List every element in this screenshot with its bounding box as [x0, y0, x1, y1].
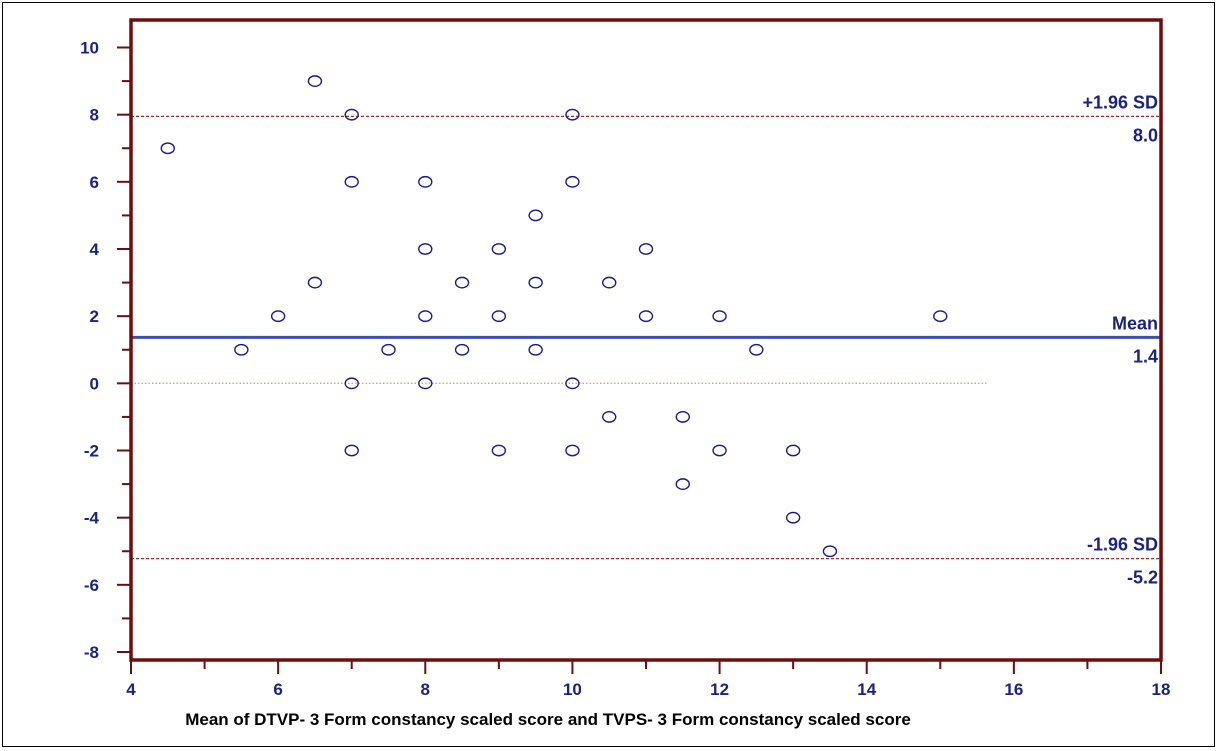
- data-point: [160, 142, 175, 155]
- data-point: [749, 343, 764, 356]
- axes-group: [117, 18, 1163, 674]
- data-point: [491, 444, 507, 457]
- data-point: [270, 310, 286, 323]
- data-point: [307, 276, 323, 289]
- upper-loa-name-label: +1.96 SD: [1082, 92, 1158, 112]
- data-point: [344, 108, 359, 121]
- data-point: [785, 444, 801, 457]
- data-point: [418, 175, 433, 188]
- data-point: [344, 377, 359, 390]
- y-tick-label: -4: [84, 509, 100, 528]
- tick-labels-group: -8 -6 -4 -2 0 2 4 6 8 10 4 6 8 10 12 14 16 18: [80, 39, 1170, 700]
- y-tick-label: 0: [90, 374, 99, 393]
- data-point: [528, 276, 543, 289]
- data-point: [675, 478, 690, 490]
- data-point: [454, 276, 470, 289]
- y-tick-label: 8: [90, 106, 99, 125]
- data-point: [234, 343, 249, 356]
- y-tick-label: 6: [90, 173, 99, 192]
- data-point: [638, 243, 654, 255]
- x-tick-label: 6: [273, 680, 282, 699]
- data-point: [602, 276, 617, 289]
- x-tick-label: 8: [421, 680, 430, 699]
- data-point: [528, 209, 543, 222]
- x-axis-title: Mean of DTVP- 3 Form constancy scaled sc…: [185, 710, 911, 729]
- y-tick-label: 2: [90, 307, 99, 326]
- lower-loa-name-label: -1.96 SD: [1087, 535, 1158, 555]
- data-point: [528, 343, 543, 356]
- data-point: [638, 310, 654, 323]
- data-point: [785, 511, 801, 524]
- data-point: [307, 75, 323, 87]
- data-point: [822, 545, 838, 558]
- y-tick-label: 4: [90, 240, 100, 259]
- upper-loa-value-label: 8.0: [1133, 125, 1158, 145]
- data-point: [712, 310, 727, 323]
- y-tick-label: -8: [84, 643, 99, 662]
- data-point: [454, 343, 470, 356]
- data-point: [344, 444, 359, 457]
- x-tick-label: 16: [1004, 680, 1023, 699]
- data-point: [675, 411, 690, 423]
- data-point: [418, 377, 433, 390]
- data-point: [712, 444, 727, 457]
- y-tick-label: 10: [80, 39, 99, 58]
- data-point: [933, 310, 948, 323]
- data-points-group: [160, 75, 948, 558]
- data-point: [602, 411, 617, 423]
- data-point: [491, 310, 507, 323]
- x-tick-label: 4: [126, 680, 136, 699]
- lower-loa-value-label: -5.2: [1127, 568, 1158, 588]
- data-point: [565, 108, 580, 121]
- data-point: [418, 243, 433, 255]
- y-tick-label: -2: [84, 442, 99, 461]
- y-tick-label: -6: [84, 576, 99, 595]
- x-tick-label: 10: [563, 680, 582, 699]
- data-point: [381, 343, 396, 356]
- mean-name-label: Mean: [1112, 313, 1158, 333]
- mean-value-label: 1.4: [1133, 346, 1158, 366]
- data-point: [418, 310, 433, 323]
- data-point: [565, 175, 580, 188]
- data-point: [491, 243, 507, 255]
- data-point: [565, 444, 580, 457]
- x-tick-label: 18: [1152, 680, 1171, 699]
- data-point: [565, 377, 580, 390]
- x-tick-label: 14: [857, 680, 876, 699]
- data-point: [344, 175, 359, 188]
- x-tick-label: 12: [710, 680, 729, 699]
- reference-lines-group: +1.96 SD 8.0 Mean 1.4 -1.96 SD -5.2: [131, 92, 1161, 588]
